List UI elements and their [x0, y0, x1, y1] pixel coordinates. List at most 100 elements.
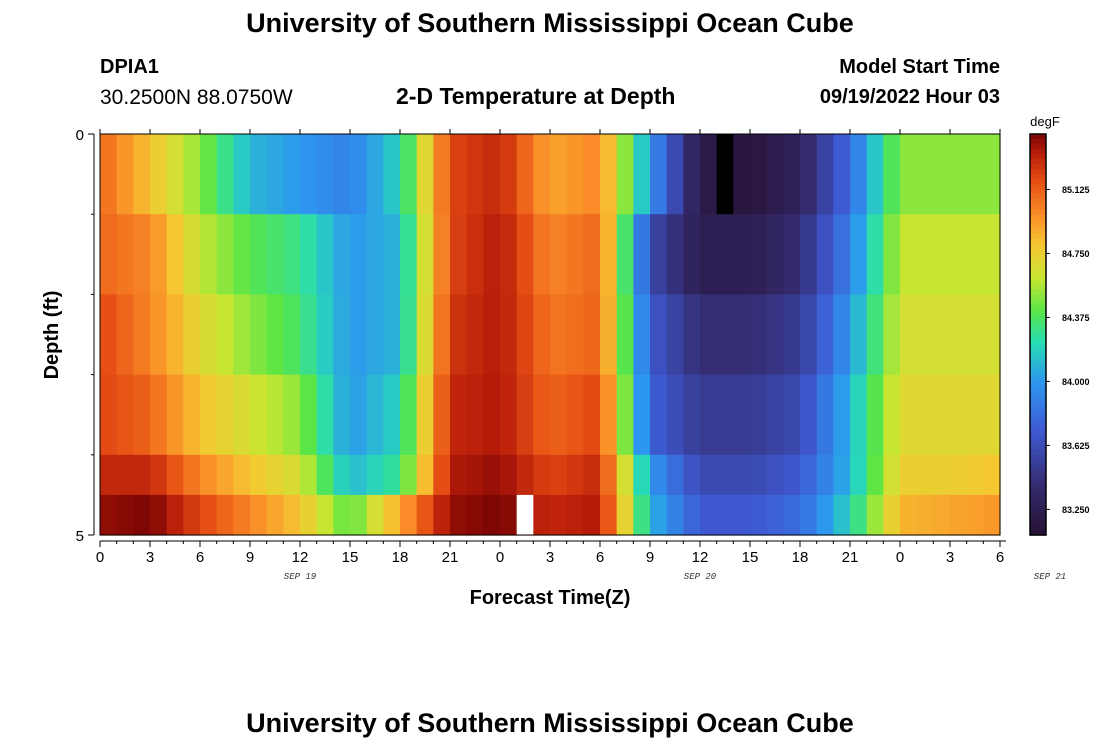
heat-cell [800, 134, 818, 215]
heat-cell [616, 134, 634, 215]
heat-cell [516, 134, 534, 215]
x-tick-label: 21 [842, 549, 859, 566]
colorbar-tick-label: 83.250 [1062, 505, 1090, 515]
colorbar-segment [1030, 379, 1046, 386]
heat-cell [916, 454, 934, 496]
heat-cell [166, 374, 184, 456]
missing-data-cell [716, 134, 734, 215]
heat-cell [866, 374, 884, 456]
heat-cell [800, 214, 818, 295]
colorbar-segment [1030, 519, 1046, 526]
colorbar-segment [1030, 269, 1046, 275]
colorbar-segment [1030, 234, 1046, 240]
heat-cell [566, 134, 584, 215]
colorbar-segment [1030, 509, 1046, 516]
heat-cell [383, 374, 401, 456]
colorbar-segment [1030, 429, 1046, 436]
heat-cell [683, 134, 701, 215]
heat-cell [400, 214, 418, 295]
heat-cell [950, 374, 968, 456]
heat-cell [200, 294, 218, 376]
heat-cell [633, 374, 651, 456]
heat-cell [566, 494, 584, 536]
colorbar-segment [1030, 349, 1046, 356]
colorbar-segment [1030, 229, 1046, 235]
heat-cell [116, 494, 134, 536]
heat-cell [200, 494, 218, 536]
heat-cell [750, 134, 768, 215]
heat-cell [383, 214, 401, 295]
heat-cell [833, 494, 851, 536]
colorbar-segment [1030, 459, 1046, 466]
heat-cell [750, 374, 768, 456]
heat-cell [250, 294, 268, 376]
heat-cell [433, 294, 451, 376]
heat-cell [716, 454, 734, 496]
heat-cell [116, 214, 134, 295]
heat-cell [233, 134, 251, 215]
heat-cell [416, 214, 434, 295]
heat-cell [583, 374, 601, 456]
heat-cell [783, 214, 801, 295]
heat-cell [600, 134, 618, 215]
heat-cell [850, 494, 868, 536]
heat-cell [700, 134, 718, 215]
heat-cell [816, 494, 834, 536]
colorbar-segment [1030, 484, 1046, 491]
heat-cell [316, 214, 334, 295]
heat-cell [366, 374, 384, 456]
heat-cell [983, 134, 1001, 215]
heat-cell [466, 214, 484, 295]
heat-cell [100, 294, 118, 376]
heat-cell [416, 294, 434, 376]
colorbar-segment [1030, 364, 1046, 371]
x-tick-label: 3 [946, 549, 954, 566]
heat-cell [533, 494, 551, 536]
heat-cell [433, 374, 451, 456]
x-tick-label: 3 [146, 549, 154, 566]
y-tick-label: 5 [76, 528, 84, 545]
colorbar-tick-label: 83.625 [1062, 441, 1090, 451]
heat-cell [700, 214, 718, 295]
heat-cell [933, 134, 951, 215]
colorbar-segment [1030, 449, 1046, 456]
heat-cell [316, 294, 334, 376]
heat-cell [933, 374, 951, 456]
heat-cell [333, 294, 351, 376]
heat-cell [116, 454, 134, 496]
heat-cell [466, 134, 484, 215]
heat-cell [950, 134, 968, 215]
heat-cell [316, 134, 334, 215]
heat-cell [500, 294, 518, 376]
heat-cell [966, 374, 984, 456]
heat-cell [533, 294, 551, 376]
x-date-label: SEP 20 [684, 572, 717, 582]
heat-cell [733, 454, 751, 496]
x-tick-label: 6 [996, 549, 1004, 566]
x-tick-label: 18 [392, 549, 409, 566]
heat-cell [733, 294, 751, 376]
colorbar-segment [1030, 504, 1046, 511]
colorbar-segment [1030, 514, 1046, 521]
heat-cell [633, 494, 651, 536]
heat-cell [850, 134, 868, 215]
heat-cell [216, 214, 234, 295]
heat-cell [516, 374, 534, 456]
heat-cell [766, 494, 784, 536]
colorbar-segment [1030, 439, 1046, 446]
heat-cell [916, 214, 934, 295]
heat-cell [100, 374, 118, 456]
heat-cell [216, 494, 234, 536]
heat-cell [300, 294, 318, 376]
heat-cell [233, 454, 251, 496]
model-start-value: 09/19/2022 Hour 03 [819, 86, 1000, 108]
colorbar-segment [1030, 244, 1046, 250]
heat-cell [816, 214, 834, 295]
heat-cell [450, 134, 468, 215]
heat-cell [416, 374, 434, 456]
heat-cell [650, 454, 668, 496]
heat-cell [450, 214, 468, 295]
heat-cell [233, 294, 251, 376]
heat-cell [700, 494, 718, 536]
